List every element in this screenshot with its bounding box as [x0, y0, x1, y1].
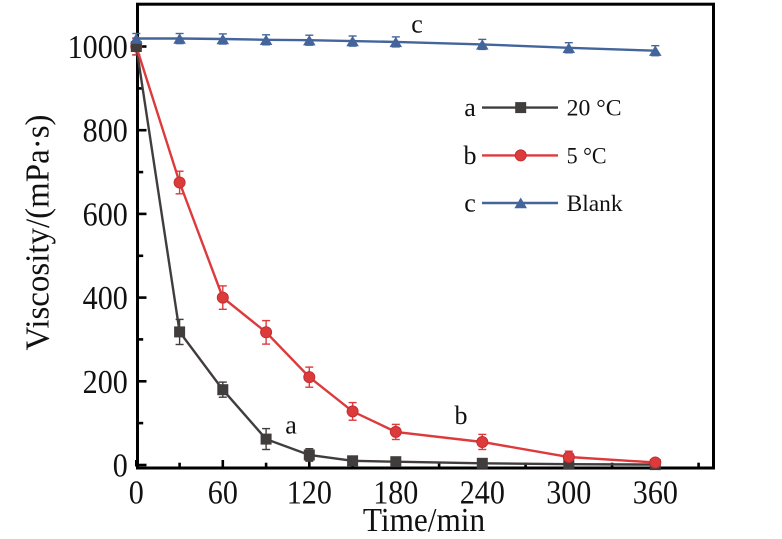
svg-text:200: 200 [83, 362, 128, 400]
svg-text:b: b [464, 141, 477, 170]
svg-text:0: 0 [113, 446, 128, 484]
svg-text:120: 120 [287, 473, 332, 511]
svg-text:c: c [411, 10, 423, 39]
svg-text:1000: 1000 [68, 27, 128, 65]
svg-text:20 °C: 20 °C [567, 96, 622, 121]
svg-text:a: a [464, 93, 476, 122]
svg-text:Viscosity/(mPa·s): Viscosity/(mPa·s) [20, 115, 57, 351]
svg-text:0: 0 [129, 473, 144, 511]
svg-text:Blank: Blank [567, 191, 623, 216]
svg-text:400: 400 [83, 278, 128, 316]
svg-text:60: 60 [208, 473, 238, 511]
svg-text:300: 300 [546, 473, 591, 511]
svg-text:360: 360 [633, 473, 678, 511]
svg-text:b: b [455, 401, 468, 430]
svg-text:600: 600 [83, 195, 128, 233]
svg-text:Time/min: Time/min [363, 502, 485, 534]
svg-text:5 °C: 5 °C [567, 143, 607, 168]
svg-text:c: c [464, 189, 476, 218]
svg-text:240: 240 [460, 473, 505, 511]
svg-text:a: a [285, 411, 297, 440]
svg-text:800: 800 [83, 111, 128, 149]
svg-text:180: 180 [373, 473, 418, 511]
